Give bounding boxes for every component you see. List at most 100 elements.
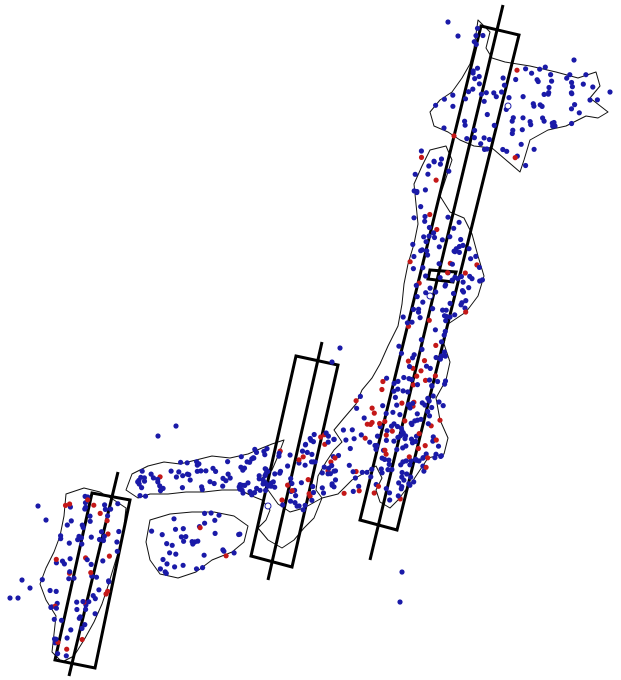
coastline-kyushu — [39, 487, 127, 663]
station-dot-blue — [53, 636, 59, 642]
station-dot-red — [422, 443, 428, 449]
station-dot-blue — [418, 204, 424, 210]
station-dot-red — [104, 518, 110, 524]
station-dot-blue — [340, 427, 346, 433]
station-dot-blue — [462, 118, 468, 124]
station-dot-blue — [436, 261, 442, 267]
station-dot-blue — [178, 459, 184, 465]
station-dot-blue — [105, 513, 111, 519]
station-dot-blue — [394, 402, 400, 408]
station-dot-blue — [422, 218, 428, 224]
station-dot-blue — [441, 96, 447, 102]
station-dot-red — [375, 483, 382, 489]
station-dot-red — [62, 502, 69, 508]
station-dot-offshore — [587, 97, 593, 103]
station-dot-red — [296, 457, 302, 463]
station-dot-red — [389, 428, 395, 434]
station-dot-blue — [462, 122, 468, 128]
station-dot-blue — [262, 452, 268, 458]
station-dot-blue — [426, 224, 432, 231]
station-dot-blue — [180, 526, 186, 532]
station-dot-blue — [438, 156, 445, 162]
station-dot-blue — [462, 96, 469, 102]
station-dot-blue — [194, 468, 200, 474]
station-dot-blue — [433, 102, 439, 108]
station-dot-blue — [435, 443, 442, 449]
station-dot-blue — [385, 467, 391, 473]
station-dot-blue — [319, 485, 325, 491]
station-dot-blue — [369, 466, 375, 472]
station-dot-blue — [135, 479, 141, 485]
station-dot-blue — [101, 533, 107, 540]
station-dot-blue — [426, 413, 433, 419]
station-dot-blue — [90, 593, 96, 599]
station-dot-blue — [411, 352, 417, 358]
station-dot-blue — [169, 542, 175, 548]
station-dot-blue — [252, 446, 258, 452]
station-dot-red — [423, 464, 429, 470]
station-dot-red — [105, 531, 111, 537]
station-dot-blue — [96, 587, 102, 593]
station-dot-red — [103, 591, 109, 597]
station-dot-blue — [157, 566, 163, 572]
station-dot-blue — [357, 393, 363, 399]
station-dot-blue — [539, 103, 545, 109]
station-dot-blue — [433, 354, 439, 361]
station-dot-offshore — [43, 517, 49, 523]
station-dot-red — [307, 493, 313, 499]
station-dot-blue — [460, 279, 466, 285]
station-dot-blue — [80, 598, 86, 605]
station-dot-blue — [212, 530, 218, 537]
station-dot-blue — [157, 483, 163, 489]
station-dot-blue — [168, 468, 174, 474]
station-dot-blue — [323, 430, 329, 436]
station-dot-blue — [466, 285, 472, 291]
station-dot-red — [433, 437, 439, 443]
station-dot-blue — [569, 84, 576, 90]
station-dot-blue — [320, 490, 327, 496]
station-dot-blue — [183, 534, 189, 540]
station-dot-offshore — [15, 595, 21, 601]
station-dot-blue — [68, 627, 74, 633]
station-dot-red — [427, 211, 433, 218]
station-dot-red — [425, 455, 431, 461]
station-dot-blue — [351, 436, 357, 442]
station-dot-blue — [476, 81, 482, 87]
station-dot-blue — [71, 575, 77, 581]
station-dot-blue — [510, 115, 516, 121]
station-dot-blue — [343, 437, 349, 443]
station-dot-blue — [413, 282, 419, 288]
station-dot-blue — [212, 517, 218, 523]
station-dot-blue — [431, 158, 437, 164]
station-dot-blue — [413, 456, 419, 462]
station-dot-blue — [390, 409, 396, 415]
station-dot-blue — [211, 480, 217, 487]
station-dot-blue — [87, 518, 93, 524]
station-dot-red — [379, 386, 385, 393]
station-dot-blue — [180, 473, 186, 479]
station-dot-blue — [92, 611, 98, 617]
station-dot-blue — [480, 32, 486, 39]
station-dot-blue — [569, 120, 575, 127]
station-dot-blue — [500, 75, 506, 81]
station-dot-blue — [414, 294, 420, 300]
station-dot-blue — [237, 531, 243, 537]
station-dot-blue — [426, 377, 433, 383]
station-dot-blue — [223, 478, 229, 484]
station-dot-blue — [76, 615, 82, 621]
station-dot-blue — [263, 487, 269, 493]
station-dot-red — [382, 447, 388, 453]
station-dot-blue — [289, 480, 295, 487]
station-dot-blue — [181, 538, 187, 544]
station-dot-blue — [116, 528, 122, 535]
station-dot-blue — [310, 489, 317, 496]
station-dot-blue — [442, 353, 448, 359]
station-dot-blue — [139, 468, 145, 474]
station-dot-red — [433, 342, 439, 348]
station-dot-blue — [458, 236, 464, 243]
station-dot-red — [97, 510, 103, 516]
station-dot-red — [362, 435, 368, 441]
station-dot-blue — [178, 534, 184, 540]
station-dot-blue — [311, 431, 317, 438]
station-dot-blue — [450, 290, 457, 297]
